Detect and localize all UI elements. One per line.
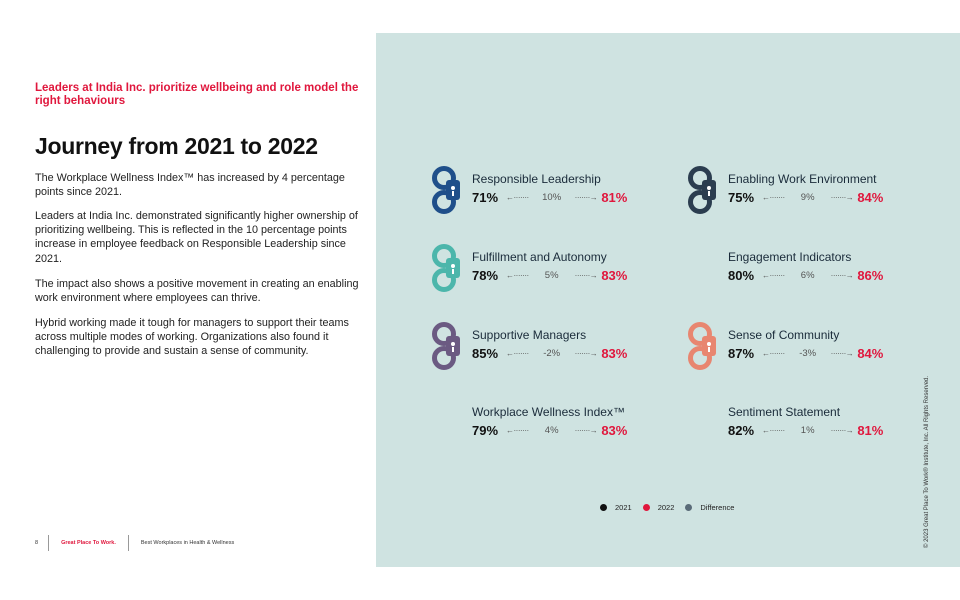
value-2021: 75% xyxy=(728,190,755,205)
right-arrow: ·······→ xyxy=(574,271,598,280)
footer-publication: Best Workplaces in Health & Wellness xyxy=(140,540,235,546)
metric-values: 71% ←······· 10% ·······→ 81% xyxy=(472,190,627,205)
metric-supportive-managers: Supportive Managers 85% ←······· -2% ·······… xyxy=(432,322,632,372)
value-2021: 80% xyxy=(728,268,755,283)
legend-label-2022: 2022 xyxy=(657,503,675,512)
metric-values: 79% ←······· 4% ·······→ 83% xyxy=(472,423,627,438)
difference-value: -2% xyxy=(543,348,561,359)
legend-label-difference: Difference xyxy=(700,503,735,512)
metric-values: 82% ←······· 1% ·······→ 81% xyxy=(728,423,883,438)
right-arrow: ·······→ xyxy=(574,349,598,358)
supportive-managers-icon xyxy=(432,322,460,370)
footer-brand: Great Place To Work. xyxy=(61,540,116,546)
metric-values: 75% ←······· 9% ·······→ 84% xyxy=(728,190,883,205)
value-2022: 81% xyxy=(857,423,884,438)
value-2022: 83% xyxy=(601,423,628,438)
left-arrow: ←······· xyxy=(762,271,785,280)
metric-name: Sentiment Statement xyxy=(728,405,841,419)
value-2021: 71% xyxy=(472,190,499,205)
metric-name: Responsible Leadership xyxy=(472,172,601,186)
legend: 2021 2022 Difference xyxy=(600,503,745,512)
difference-value: 9% xyxy=(800,192,815,203)
legend-label-2021: 2021 xyxy=(615,503,632,512)
metric-values: 80% ←······· 6% ·······→ 86% xyxy=(728,268,883,283)
difference-value: 6% xyxy=(800,270,815,281)
fulfillment-autonomy-icon xyxy=(432,244,460,292)
metric-name: Workplace Wellness Index™ xyxy=(472,405,625,419)
footer: 8 Great Place To Work. Best Workplaces i… xyxy=(35,535,234,551)
metric-values: 87% ←······· -3% ·······→ 84% xyxy=(728,346,883,361)
left-arrow: ←······· xyxy=(762,426,785,435)
right-arrow: ·······→ xyxy=(830,426,854,435)
difference-value: 10% xyxy=(542,192,562,203)
paragraph-3: The impact also shows a positive movemen… xyxy=(35,278,359,305)
footer-divider xyxy=(127,535,129,551)
right-arrow: ·······→ xyxy=(830,271,854,280)
value-2021: 79% xyxy=(472,423,499,438)
sense-of-community-icon xyxy=(688,322,716,370)
value-2021: 78% xyxy=(472,268,499,283)
value-2022: 81% xyxy=(601,190,628,205)
footer-divider xyxy=(48,535,50,551)
value-2021: 85% xyxy=(472,346,499,361)
metric-values: 78% ←······· 5% ·······→ 83% xyxy=(472,268,627,283)
metrics-panel: Responsible Leadership 71% ←······· 10% ····… xyxy=(376,33,960,567)
enabling-work-environment-icon xyxy=(688,166,716,214)
metric-name: Enabling Work Environment xyxy=(728,172,877,186)
metric-name: Sense of Community xyxy=(728,328,840,342)
metric-values: 85% ←······· -2% ·······→ 83% xyxy=(472,346,627,361)
metric-name: Supportive Managers xyxy=(472,328,587,342)
metric-sense-of-community: Sense of Community 87% ←······· -3% ·······→… xyxy=(688,322,888,372)
page-title: Journey from 2021 to 2022 xyxy=(35,133,318,159)
left-arrow: ←······· xyxy=(506,349,529,358)
left-arrow: ←······· xyxy=(506,426,529,435)
right-arrow: ·······→ xyxy=(830,193,854,202)
difference-value: 5% xyxy=(544,270,559,281)
left-panel: Leaders at India Inc. prioritize wellbei… xyxy=(0,33,376,567)
value-2022: 84% xyxy=(857,346,884,361)
right-arrow: ·······→ xyxy=(574,193,598,202)
metric-name: Fulfillment and Autonomy xyxy=(472,250,607,264)
value-2021: 82% xyxy=(728,423,755,438)
paragraph-1: The Workplace Wellness Index™ has increa… xyxy=(35,172,345,199)
legend-dot-2021 xyxy=(600,504,607,511)
difference-value: 1% xyxy=(800,425,815,436)
left-arrow: ←······· xyxy=(506,193,529,202)
metric-sentiment-statement: Sentiment Statement 82% ←······· 1% ·······→… xyxy=(688,405,888,449)
left-arrow: ←······· xyxy=(506,271,529,280)
page-number: 8 xyxy=(35,540,39,546)
metric-workplace-wellness-index: Workplace Wellness Index™ 79% ←······· 4% ··… xyxy=(432,405,632,449)
left-arrow: ←······· xyxy=(762,193,785,202)
metric-name: Engagement Indicators xyxy=(728,250,852,264)
metric-responsible-leadership: Responsible Leadership 71% ←······· 10% ····… xyxy=(432,166,632,216)
eyebrow-heading: Leaders at India Inc. prioritize wellbei… xyxy=(35,82,359,107)
value-2022: 83% xyxy=(601,346,628,361)
copyright-notice: © 2023 Great Place To Work® Institute, I… xyxy=(924,375,930,548)
left-arrow: ←······· xyxy=(762,349,785,358)
responsible-leadership-icon xyxy=(432,166,460,214)
value-2021: 87% xyxy=(728,346,755,361)
value-2022: 86% xyxy=(857,268,884,283)
value-2022: 84% xyxy=(857,190,884,205)
right-arrow: ·······→ xyxy=(830,349,854,358)
metric-enabling-work-environment: Enabling Work Environment 75% ←······· 9% ··… xyxy=(688,166,888,216)
difference-value: 4% xyxy=(544,425,559,436)
metric-engagement-indicators: Engagement Indicators 80% ←······· 6% ······… xyxy=(688,250,888,294)
legend-dot-difference xyxy=(685,504,693,511)
right-arrow: ·······→ xyxy=(574,426,598,435)
legend-dot-2022 xyxy=(642,504,650,511)
difference-value: -3% xyxy=(799,348,817,359)
paragraph-4: Hybrid working made it tough for manager… xyxy=(35,317,349,358)
paragraph-2: Leaders at India Inc. demonstrated signi… xyxy=(35,210,358,265)
metric-fulfillment-autonomy: Fulfillment and Autonomy 78% ←······· 5% ···… xyxy=(432,244,632,294)
page: Leaders at India Inc. prioritize wellbei… xyxy=(0,33,960,567)
value-2022: 83% xyxy=(601,268,628,283)
